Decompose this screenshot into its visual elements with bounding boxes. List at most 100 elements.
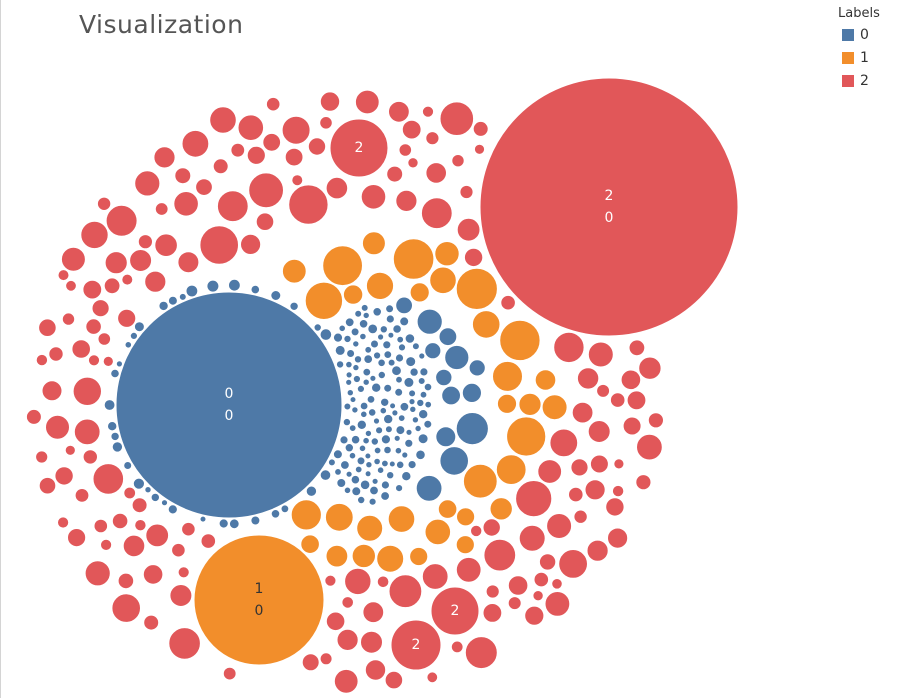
bubble-small[interactable] xyxy=(345,371,353,379)
bubble[interactable] xyxy=(416,308,443,335)
bubble-small[interactable] xyxy=(359,401,369,411)
bubble[interactable] xyxy=(415,474,443,502)
bubble-small[interactable] xyxy=(107,421,118,432)
bubble-small[interactable] xyxy=(250,284,261,295)
bubble-small[interactable] xyxy=(381,459,389,468)
bubble[interactable] xyxy=(524,605,545,626)
bubble-small[interactable] xyxy=(391,409,399,417)
bubble[interactable] xyxy=(365,271,395,300)
bubble-small[interactable] xyxy=(364,470,372,478)
bubble[interactable] xyxy=(483,538,517,572)
bubble[interactable] xyxy=(544,591,571,617)
bubble[interactable] xyxy=(290,499,322,531)
bubble-small[interactable] xyxy=(414,424,422,433)
bubble[interactable] xyxy=(364,659,387,681)
bubble[interactable] xyxy=(589,454,609,474)
bubble-small[interactable] xyxy=(369,485,379,496)
bubble-small[interactable] xyxy=(372,307,383,317)
bubble-small[interactable] xyxy=(373,457,381,466)
bubble[interactable] xyxy=(407,157,419,169)
bubble[interactable] xyxy=(240,233,262,255)
bubble[interactable] xyxy=(117,572,135,590)
bubble-small[interactable] xyxy=(327,458,336,467)
bubble-small[interactable] xyxy=(401,471,412,482)
bubble-small[interactable] xyxy=(133,321,145,333)
bubble-small[interactable] xyxy=(383,445,392,455)
bubble[interactable] xyxy=(177,251,200,274)
bubble-small[interactable] xyxy=(111,441,124,453)
bubble-small[interactable] xyxy=(408,398,416,406)
bubble[interactable] xyxy=(546,513,573,539)
bubble-small[interactable] xyxy=(391,365,402,377)
bubble-small[interactable] xyxy=(395,375,403,384)
legend-item-1[interactable]: 1 xyxy=(838,46,900,69)
bubble[interactable] xyxy=(587,341,614,368)
bubble-small[interactable] xyxy=(353,355,363,364)
bubble[interactable] xyxy=(388,100,410,123)
bubble[interactable] xyxy=(123,486,137,500)
bubble[interactable] xyxy=(620,369,642,391)
bubble[interactable] xyxy=(38,476,57,495)
bubble[interactable] xyxy=(425,131,440,146)
bubble[interactable] xyxy=(647,412,665,429)
bubble[interactable] xyxy=(65,279,77,292)
bubble-small[interactable] xyxy=(124,341,133,349)
bubble-small[interactable] xyxy=(332,332,344,343)
bubble[interactable] xyxy=(464,636,498,670)
bubble[interactable] xyxy=(48,346,64,362)
bubble[interactable] xyxy=(121,273,134,286)
bubble[interactable] xyxy=(131,497,148,514)
bubble[interactable] xyxy=(216,190,249,223)
bubble[interactable] xyxy=(129,249,153,272)
bubble[interactable] xyxy=(248,172,285,209)
bubble-small[interactable] xyxy=(334,468,342,476)
bubble[interactable] xyxy=(470,524,483,538)
bubble-small[interactable] xyxy=(373,351,382,360)
bubble[interactable] xyxy=(57,269,70,282)
bubble-small[interactable] xyxy=(394,387,404,397)
bubble[interactable] xyxy=(482,603,503,623)
bubble-small[interactable] xyxy=(394,353,405,363)
bubble[interactable] xyxy=(568,486,584,503)
bubble-small[interactable] xyxy=(396,335,405,344)
bubble-small[interactable] xyxy=(270,290,282,301)
bubble[interactable] xyxy=(515,480,553,518)
bubble[interactable] xyxy=(361,231,386,256)
bubble[interactable] xyxy=(360,630,383,654)
bubble[interactable] xyxy=(471,310,501,339)
bubble-small[interactable] xyxy=(417,433,429,445)
bubble-small[interactable] xyxy=(144,486,152,494)
bubble[interactable] xyxy=(230,142,246,158)
legend-item-2[interactable]: 2 xyxy=(838,69,900,92)
bubble[interactable] xyxy=(376,544,405,573)
bubble[interactable] xyxy=(444,344,470,371)
bubble-small[interactable] xyxy=(357,495,366,505)
bubble-small[interactable] xyxy=(411,416,420,424)
bubble[interactable] xyxy=(181,129,210,158)
bubble[interactable] xyxy=(325,544,349,568)
bubble-small[interactable] xyxy=(110,431,120,442)
bubble-small[interactable] xyxy=(383,413,394,425)
bubble-small[interactable] xyxy=(199,515,207,523)
bubble-small[interactable] xyxy=(375,426,384,435)
bubble[interactable] xyxy=(439,101,475,136)
bubble-small[interactable] xyxy=(319,328,333,341)
bubble-small[interactable] xyxy=(373,446,382,455)
bubble[interactable] xyxy=(609,392,626,408)
bubble-small[interactable] xyxy=(340,460,350,470)
bubble-small[interactable] xyxy=(354,309,363,318)
bubble-small[interactable] xyxy=(380,491,391,501)
bubble[interactable] xyxy=(401,119,422,140)
bubble[interactable] xyxy=(344,567,372,596)
bubble-small[interactable] xyxy=(364,345,373,354)
bubble-large-4[interactable] xyxy=(430,586,480,636)
bubble-small[interactable] xyxy=(376,466,385,475)
bubble[interactable] xyxy=(421,563,449,590)
bubble-small[interactable] xyxy=(348,451,357,460)
bubble-small[interactable] xyxy=(359,332,367,341)
bubble[interactable] xyxy=(628,339,646,357)
bubble[interactable] xyxy=(102,355,114,367)
bubble[interactable] xyxy=(105,204,138,237)
bubble-large-0[interactable] xyxy=(115,291,343,519)
bubble[interactable] xyxy=(356,514,384,542)
